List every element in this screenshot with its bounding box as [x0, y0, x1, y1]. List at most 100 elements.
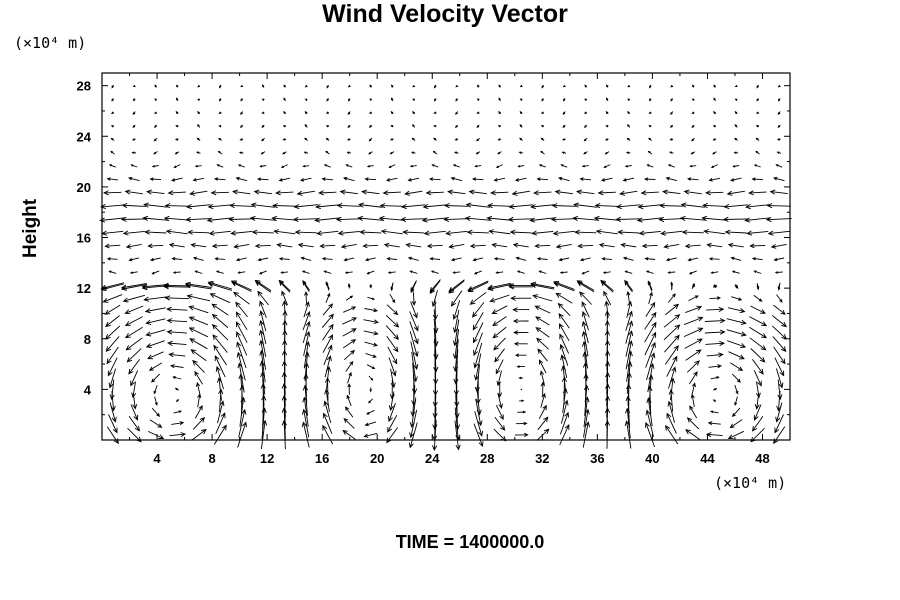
wind-vector-819: [540, 137, 545, 141]
wind-vector-799: [110, 137, 115, 141]
wind-vector-301: [409, 321, 419, 345]
x-tick-label: 24: [425, 451, 440, 466]
wind-vector-159: [108, 368, 117, 389]
wind-vector-349: [749, 316, 768, 326]
wind-vector-196: [214, 355, 226, 378]
wind-vector-737: [151, 165, 159, 168]
wind-vector-92: [709, 410, 719, 414]
wind-vector-21: [559, 424, 570, 446]
wind-vector-35: [171, 421, 185, 426]
wind-vector-477: [756, 283, 760, 289]
wind-vector-178: [518, 376, 524, 380]
wind-vector-378: [685, 305, 703, 314]
wind-vector-595: [531, 230, 554, 236]
wind-vector-525: [407, 256, 419, 261]
wind-vector-369: [491, 305, 508, 314]
wind-vector-729: [665, 176, 678, 182]
wind-vector-253: [750, 348, 766, 363]
wind-vector-574: [770, 243, 787, 249]
wind-vector-98: [154, 396, 158, 406]
wind-vector-74: [323, 400, 332, 424]
wind-vector-751: [452, 164, 460, 168]
wind-vector-811: [368, 137, 373, 142]
wind-vector-882: [519, 110, 523, 115]
wind-vector-722: [515, 177, 527, 182]
wind-vector-508: [731, 270, 740, 274]
wind-vector-789: [583, 151, 588, 155]
wind-vector-471: [624, 279, 634, 291]
wind-vector-499: [538, 270, 547, 274]
wind-vector-383: [102, 294, 123, 303]
wind-vector-570: [684, 243, 701, 249]
wind-vector-773: [238, 151, 244, 154]
wind-vector-733: [751, 177, 764, 181]
wind-vector-836: [218, 125, 222, 128]
wind-vector-194: [169, 364, 184, 369]
wind-vector-411: [709, 296, 722, 300]
wind-vector-541: [751, 257, 763, 261]
wind-vector-462: [429, 279, 441, 293]
wind-vector-736: [130, 164, 138, 168]
wind-vector-304: [473, 322, 484, 344]
wind-vector-900: [218, 98, 222, 102]
wind-vector-716: [386, 177, 398, 182]
wind-vector-93: [731, 407, 741, 418]
plot-frame: [101, 72, 791, 441]
wind-vector-793: [668, 151, 674, 154]
wind-vector-690: [511, 190, 530, 196]
wind-vector-948: [562, 84, 566, 88]
wind-vector-412: [731, 296, 743, 301]
wind-vector-608: [120, 216, 147, 222]
wind-vector-678: [253, 189, 272, 195]
wind-vector-2: [148, 430, 165, 439]
wind-vector-687: [447, 189, 466, 195]
wind-vector-714: [343, 176, 355, 182]
wind-vector-589: [402, 229, 425, 235]
wind-vector-379: [706, 306, 725, 312]
wind-vector-560: [469, 243, 486, 249]
wind-vector-460: [390, 282, 394, 290]
wind-vector-670: [766, 203, 791, 209]
wind-vector-244: [559, 343, 569, 366]
wind-vector-281: [664, 334, 680, 353]
wind-vector-18: [493, 428, 507, 442]
wind-vector-653: [401, 204, 426, 210]
wind-vector-822: [604, 138, 609, 141]
wind-vector-712: [300, 177, 312, 182]
wind-vector-550: [254, 243, 271, 249]
wind-vector-236: [387, 346, 398, 365]
wind-vector-500: [559, 271, 568, 274]
wind-vector-814: [433, 137, 437, 141]
x-tick-label: 16: [315, 451, 329, 466]
wind-vector-346: [683, 316, 704, 326]
wind-vector-832: [132, 124, 136, 129]
wind-vector-250: [685, 349, 702, 361]
wind-vector-788: [561, 151, 567, 154]
wind-vector-625: [486, 215, 513, 221]
wind-vector-197: [236, 351, 246, 381]
wind-vector-711: [278, 177, 291, 182]
wind-vector-195: [192, 359, 205, 373]
wind-vector-268: [386, 335, 399, 353]
wind-vector-267: [364, 341, 379, 347]
wind-vector-861: [755, 125, 760, 128]
wind-vector-890: [691, 111, 695, 114]
wind-vector-742: [259, 165, 267, 168]
wind-vector-548: [211, 243, 228, 249]
wind-vector-485: [237, 271, 246, 274]
wind-vector-660: [551, 203, 576, 209]
wind-vector-930: [176, 84, 179, 88]
wind-vector-109: [388, 391, 395, 412]
wind-vector-881: [498, 111, 502, 115]
wind-vector-958: [777, 84, 781, 88]
wind-vector-875: [368, 111, 372, 114]
wind-vector-468: [553, 280, 575, 290]
wind-vector-172: [390, 368, 396, 389]
wind-vector-642: [164, 203, 189, 209]
wind-vector-38: [238, 408, 247, 438]
wind-vector-395: [367, 296, 376, 301]
wind-vector-519: [278, 257, 290, 261]
wind-vector-223: [106, 346, 119, 365]
wind-vector-792: [647, 150, 653, 155]
wind-vector-604: [724, 229, 747, 235]
